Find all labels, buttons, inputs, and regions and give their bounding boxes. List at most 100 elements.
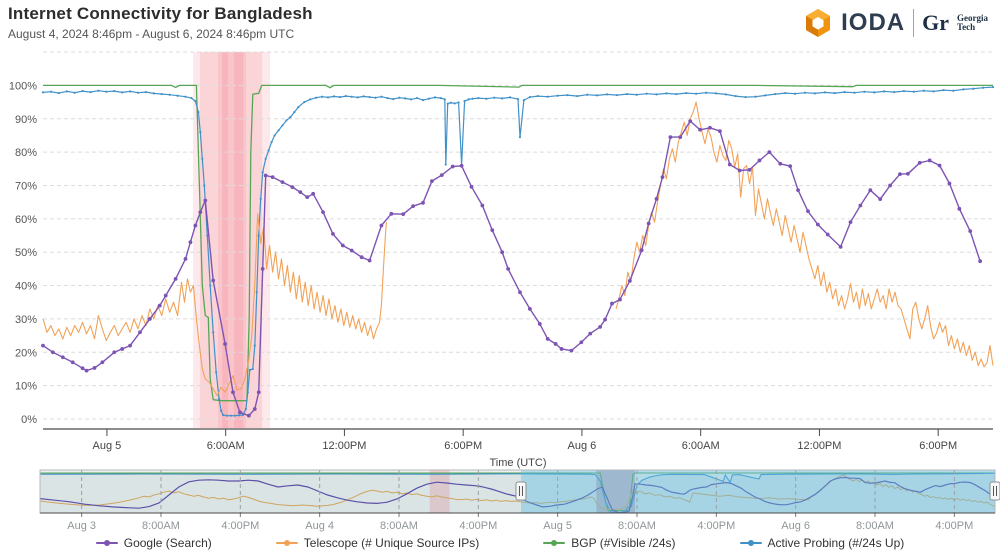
series-active-marker [449,101,452,104]
legend-item-telescope[interactable]: Telescope (# Unique Source IPs) [275,536,480,550]
series-active-marker [485,97,488,100]
series-active-marker [556,94,559,97]
x-axis-tick-label: 12:00PM [322,440,366,452]
series-google-marker [569,348,574,353]
legend-item-google[interactable]: Google (Search) [95,536,212,550]
series-google-marker [480,203,485,208]
legend-marker-icon [275,539,298,547]
outage-alert-band [222,52,229,428]
series-active-marker [843,90,846,94]
page-title: Internet Connectivity for Bangladesh [8,4,313,23]
outage-alert-band [217,52,247,428]
legend-marker-icon [95,539,118,547]
navigator-series-active [39,472,996,514]
series-active-marker [704,91,708,94]
series-google-marker [92,366,97,370]
navigator-tick-label: 8:00AM [380,520,418,532]
series-google-marker [246,413,251,418]
series-active-marker [128,90,132,93]
series-telescope [615,101,994,368]
series-active-marker [813,92,816,95]
series-google-marker [527,307,532,311]
series-active-marker [615,93,619,97]
series-active-marker [386,96,389,100]
series-active-marker [463,99,466,103]
series-active-marker [332,95,336,98]
main-chart-plot-area[interactable] [43,52,993,429]
legend-item-bgp[interactable]: BGP (#Visible /24s) [543,536,676,550]
series-active-marker [404,97,407,100]
series-google-marker [978,259,983,264]
series-google-marker [459,163,464,168]
legend-label: Telescope (# Unique Source IPs) [303,536,480,550]
series-active-marker [665,92,668,95]
navigator-left-handle[interactable] [515,481,527,501]
series-google-marker [157,303,162,308]
series-active-marker [89,90,92,94]
series-active-marker [289,115,292,119]
series-active-marker [922,89,925,92]
x-axis-tick-label: Aug 6 [568,440,597,452]
series-google-marker [968,229,973,234]
series-active-marker [754,95,757,98]
navigator-tick-label: 4:00PM [697,520,735,532]
georgia-tech-label: Georgia Tech [957,13,988,33]
series-active-marker [277,129,280,132]
series-google-marker [256,390,261,395]
series-google-marker [401,212,406,217]
x-axis-tick-label: 6:00AM [682,440,720,452]
series-google-marker [173,276,178,281]
series-active-marker [528,95,531,99]
series-active-marker [410,98,413,101]
series-google-marker [238,410,242,415]
legend-item-active[interactable]: Active Probing (#/24s Up) [739,536,904,550]
x-axis-tick-label: 6:00AM [207,440,245,452]
series-google-marker [84,368,89,373]
series-active-marker [863,90,866,93]
series-active-marker [244,407,247,411]
series-active-marker [261,171,264,174]
series-active-marker [932,90,935,93]
series-active-marker [315,96,318,99]
series-active-marker [774,92,777,96]
series-google-marker [270,175,275,180]
series-active-marker [457,101,460,104]
series-active-marker [199,131,202,134]
series-google-marker [947,181,952,186]
series-active-marker [121,91,124,94]
series-active-marker [952,89,955,92]
series-google-marker [280,180,285,185]
series-active-marker [350,95,353,98]
legend-label: Google (Search) [123,536,212,550]
y-axis-label: 20% [15,347,37,359]
georgia-tech-line2: Tech [957,22,976,32]
series-active-marker [184,95,187,98]
series-active-marker [625,92,628,96]
navigator-selected-range[interactable] [520,470,995,513]
series-google-marker [389,211,394,216]
series-active-marker [270,141,273,144]
series-active-marker [546,95,549,98]
series-google-marker [579,340,584,345]
series-active-marker [293,110,296,114]
series-active-marker [764,94,767,97]
series-active-marker [65,90,68,93]
series-google-marker [41,343,45,348]
series-active-marker [241,413,244,417]
navigator-right-handle[interactable] [989,481,1000,501]
series-google-marker [349,248,354,253]
series-active-marker [467,98,470,101]
series-active-marker [972,87,975,90]
y-axis-label: 80% [15,147,37,159]
series-google-marker [957,206,962,211]
series-google-marker [183,256,188,261]
series-active-marker [229,414,233,417]
series-active-marker [833,91,836,95]
y-axis-label: 90% [15,114,37,126]
series-google-marker [128,343,132,348]
x-axis-tick-label: 12:00PM [797,440,841,452]
series-google-marker [858,203,863,208]
series-active-marker [793,92,797,95]
series-active-marker [380,95,383,98]
series-active-marker [326,96,330,99]
